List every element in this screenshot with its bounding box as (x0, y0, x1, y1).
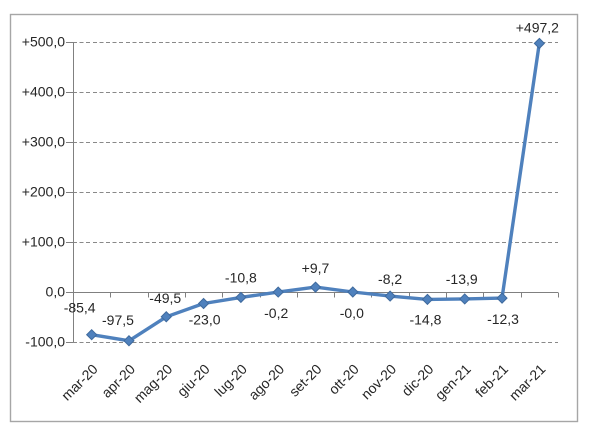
data-point-marker (533, 37, 546, 50)
data-point-marker (123, 335, 135, 347)
data-point-marker (272, 286, 284, 298)
y-tick-label: 0,0 (46, 284, 66, 300)
data-point-marker (309, 281, 322, 293)
y-tick-label: +200,0 (22, 184, 65, 200)
data-point-marker (347, 286, 359, 298)
data-point-marker (85, 328, 98, 341)
y-tick-label: -100,0 (25, 334, 65, 350)
y-tick-label: +400,0 (22, 84, 65, 100)
data-point-marker (496, 292, 508, 304)
data-label: +9,7 (302, 260, 330, 276)
y-tick-label: +500,0 (22, 34, 65, 50)
data-label: -10,8 (225, 269, 257, 285)
data-label: +497,2 (516, 19, 559, 35)
data-label: -14,8 (409, 311, 441, 327)
data-label: -12,3 (487, 311, 519, 327)
data-point-marker (459, 293, 471, 305)
y-tick-label: +100,0 (22, 234, 65, 250)
y-tick-label: +300,0 (22, 134, 65, 150)
data-label: -97,5 (102, 312, 134, 328)
data-label: -0,0 (340, 305, 364, 321)
data-point-marker (384, 290, 396, 302)
data-point-marker (421, 293, 434, 306)
chart-border (9, 13, 579, 423)
data-label: -23,0 (189, 312, 221, 328)
data-label: -0,2 (264, 305, 288, 321)
data-label: -85,4 (64, 300, 96, 316)
data-label: -49,5 (149, 290, 181, 306)
data-label: -8,2 (378, 271, 402, 287)
data-label: -13,9 (446, 271, 478, 287)
data-point-marker (160, 311, 172, 323)
data-point-marker (235, 291, 247, 304)
data-point-marker (197, 297, 210, 310)
